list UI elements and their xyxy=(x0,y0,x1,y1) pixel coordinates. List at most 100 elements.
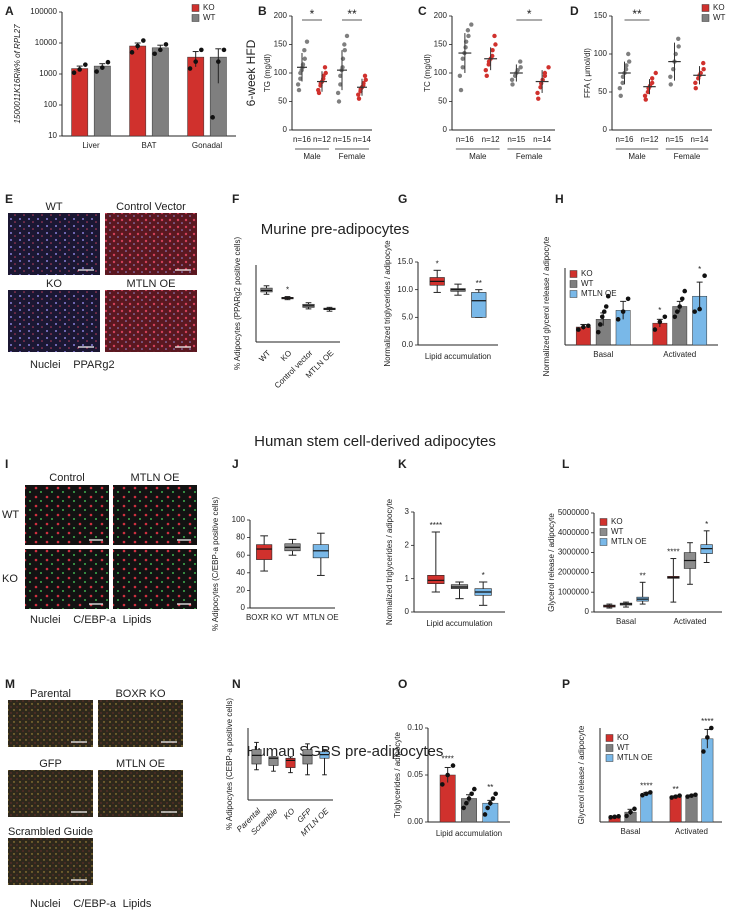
x-tick-label: BOXR KO xyxy=(246,613,282,622)
x-tick-label: n=12 xyxy=(640,135,659,144)
box xyxy=(256,544,273,560)
y-tick-label: 2000000 xyxy=(558,568,590,577)
y-tick-label: 60 xyxy=(236,550,245,559)
x-tick-label: n=14 xyxy=(533,135,552,144)
legend-label: KO xyxy=(203,3,215,12)
x-axis-label: Lipid accumulation xyxy=(436,829,502,838)
data-point xyxy=(458,87,464,93)
tile-label: Parental xyxy=(30,688,71,700)
data-point xyxy=(682,288,688,294)
box xyxy=(285,757,296,768)
data-point xyxy=(689,793,694,798)
tile-label: BOXR KO xyxy=(115,688,166,700)
y-tick-label: 0.10 xyxy=(407,723,423,732)
data-point xyxy=(362,73,368,79)
data-point xyxy=(693,792,698,798)
x-tick-label: BAT xyxy=(142,141,157,150)
y-axis-label: Triglycerides / adipocyte xyxy=(393,731,402,818)
data-point xyxy=(702,273,707,279)
x-tick-label: MTLN OE xyxy=(303,613,339,622)
data-point xyxy=(618,93,623,99)
data-point xyxy=(643,97,648,102)
panel-letter: M xyxy=(5,677,15,691)
y-tick-label: 5000000 xyxy=(558,508,590,517)
data-point xyxy=(483,67,488,73)
data-point xyxy=(295,82,301,87)
side-title: 6-week HFD xyxy=(244,39,258,106)
x-tick-label: n=12 xyxy=(482,135,501,144)
y-tick-label: 3000000 xyxy=(558,548,590,557)
group-label: Female xyxy=(674,152,701,161)
section-heading: Murine pre-adipocytes xyxy=(261,221,409,238)
data-point xyxy=(518,65,523,70)
legend-swatch xyxy=(191,14,200,22)
legend-swatch xyxy=(599,538,608,546)
data-point xyxy=(640,792,645,798)
data-point xyxy=(464,800,469,806)
data-point xyxy=(535,90,540,96)
legend-label: WT xyxy=(581,279,594,288)
legend-swatch xyxy=(701,4,710,12)
data-point xyxy=(158,47,163,53)
x-tick-label: WT xyxy=(257,348,272,363)
significance: **** xyxy=(441,755,453,764)
micrograph xyxy=(8,213,100,275)
data-point xyxy=(340,56,346,61)
x-axis-label: Lipid accumulation xyxy=(425,352,491,361)
y-axis-label: TC (mg/dl) xyxy=(423,54,432,92)
stain-label: Nuclei xyxy=(30,614,61,626)
y-tick-label: 150 xyxy=(274,40,288,49)
micrograph xyxy=(105,213,197,275)
tile-label: KO xyxy=(46,278,62,290)
data-point xyxy=(216,59,221,64)
data-point xyxy=(701,749,706,754)
x-tick-label: Basal xyxy=(620,827,640,836)
section-heading: Human stem cell-derived adipocytes xyxy=(254,433,496,450)
data-point xyxy=(490,796,496,801)
data-point xyxy=(538,85,543,90)
data-point xyxy=(625,296,631,302)
group-label: Male xyxy=(303,152,321,161)
data-point xyxy=(465,28,471,33)
data-point xyxy=(460,56,465,61)
y-tick-label: 10 xyxy=(48,131,57,140)
data-point xyxy=(335,90,341,96)
data-point xyxy=(466,33,471,39)
data-point xyxy=(484,73,489,79)
data-point xyxy=(296,87,302,93)
significance: * xyxy=(527,7,532,21)
legend-swatch xyxy=(569,280,578,288)
panel-letter: L xyxy=(562,457,569,471)
y-axis-label: % Adipocytes (PPARg2 positive cells) xyxy=(233,237,242,371)
data-point xyxy=(457,73,463,79)
data-point xyxy=(509,77,515,83)
data-point xyxy=(709,725,714,731)
bar xyxy=(669,796,682,823)
x-tick-label: Activated xyxy=(663,350,696,359)
section-heading: Human SGBS pre-adipocytes xyxy=(247,743,444,760)
data-point xyxy=(493,791,498,797)
data-point xyxy=(620,80,625,86)
data-point xyxy=(323,70,328,76)
bar xyxy=(71,68,89,137)
data-point xyxy=(649,80,655,86)
data-point xyxy=(542,70,548,76)
panel-letter: E xyxy=(5,192,13,206)
bar xyxy=(685,795,698,823)
stain-label: Nuclei xyxy=(30,898,61,910)
data-point xyxy=(693,80,698,86)
micrograph xyxy=(8,770,93,817)
y-tick-label: 5.0 xyxy=(402,312,414,321)
significance: ** xyxy=(487,783,493,792)
panel-letter: G xyxy=(398,192,407,206)
y-axis-label: % Adipocytes (C/EBP-a positive cells) xyxy=(211,497,220,632)
y-axis-label: Glycerol release / adipocyte xyxy=(577,725,586,824)
stain-label: C/EBP-a xyxy=(73,614,117,626)
panel-letter: A xyxy=(5,4,14,18)
data-point xyxy=(701,60,706,66)
legend-label: KO xyxy=(581,269,593,278)
data-point xyxy=(342,48,347,53)
y-tick-label: 200 xyxy=(274,11,288,20)
data-point xyxy=(617,86,623,91)
data-point xyxy=(163,42,169,47)
